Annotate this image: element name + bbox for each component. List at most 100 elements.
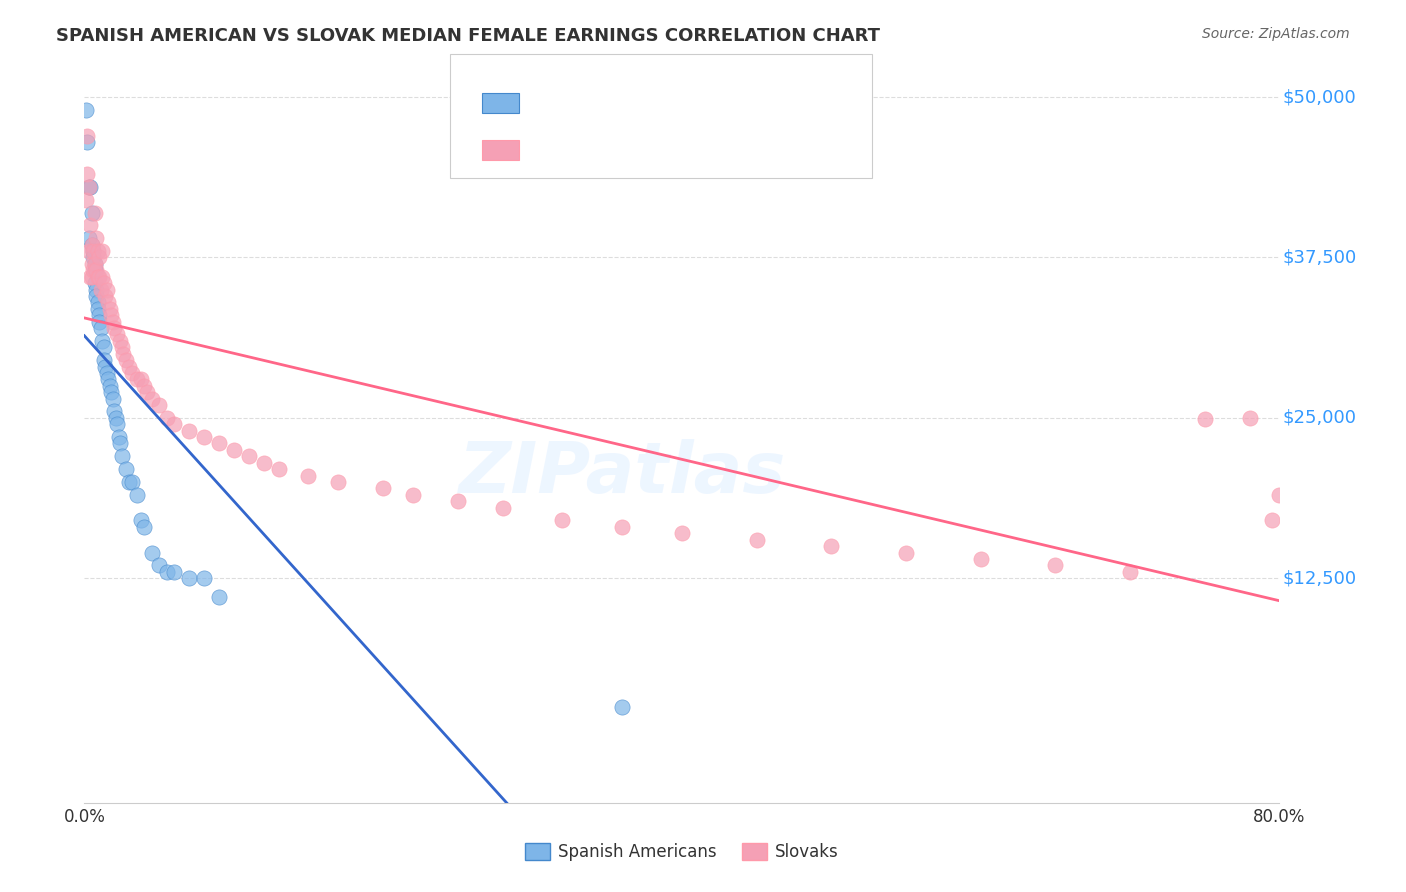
Point <box>110 334 132 348</box>
Point <box>75 193 97 207</box>
Point <box>155 410 177 425</box>
Point <box>118 475 141 489</box>
Point <box>111 450 134 464</box>
Point <box>103 321 125 335</box>
Point <box>253 456 276 470</box>
Point <box>77 244 100 258</box>
Point <box>551 514 574 528</box>
Point <box>87 269 110 284</box>
Point <box>163 417 186 432</box>
Text: R =: R = <box>527 141 564 159</box>
Point <box>94 359 117 374</box>
Point <box>610 520 633 534</box>
Text: -0.524: -0.524 <box>567 95 626 112</box>
Point <box>177 424 200 438</box>
Point <box>193 571 215 585</box>
Point <box>267 462 290 476</box>
Text: N =: N = <box>633 141 669 159</box>
Legend: Spanish Americans, Slovaks: Spanish Americans, Slovaks <box>519 836 845 868</box>
Text: SPANISH AMERICAN VS SLOVAK MEDIAN FEMALE EARNINGS CORRELATION CHART: SPANISH AMERICAN VS SLOVAK MEDIAN FEMALE… <box>56 27 880 45</box>
Point <box>94 289 117 303</box>
Point <box>193 430 215 444</box>
Point <box>77 179 100 194</box>
Point <box>90 321 112 335</box>
Point <box>610 699 633 714</box>
Point <box>93 340 115 354</box>
Point <box>89 308 111 322</box>
Point <box>222 442 245 457</box>
Text: $12,500: $12,500 <box>1282 569 1357 587</box>
Point <box>91 244 114 258</box>
Point <box>83 276 105 290</box>
Point <box>141 545 163 559</box>
Point <box>80 237 103 252</box>
Text: R =: R = <box>527 95 564 112</box>
Point <box>75 103 97 117</box>
Point <box>79 219 101 233</box>
Point <box>371 482 394 496</box>
Point <box>96 283 118 297</box>
Point <box>104 410 127 425</box>
Point <box>671 526 693 541</box>
Point <box>91 334 114 348</box>
Point <box>91 269 114 284</box>
Point <box>89 315 111 329</box>
Point <box>132 520 156 534</box>
Point <box>110 436 132 450</box>
Point <box>97 372 120 386</box>
Point <box>105 417 128 432</box>
Point <box>82 244 104 258</box>
Point <box>1045 558 1067 573</box>
Point <box>105 327 128 342</box>
Point <box>141 392 163 406</box>
Point <box>894 545 917 559</box>
Point <box>79 179 101 194</box>
Text: $37,500: $37,500 <box>1282 249 1357 267</box>
Point <box>96 366 118 380</box>
Text: $25,000: $25,000 <box>1282 409 1357 427</box>
Point <box>101 315 124 329</box>
Point <box>148 398 170 412</box>
Point <box>328 475 350 489</box>
Point <box>402 488 425 502</box>
Point <box>90 283 112 297</box>
Point <box>208 436 231 450</box>
Point <box>111 340 134 354</box>
Text: N =: N = <box>633 95 669 112</box>
Point <box>115 353 138 368</box>
Point <box>83 257 105 271</box>
Point <box>1194 412 1216 426</box>
Point <box>87 244 110 258</box>
Point <box>107 430 129 444</box>
Point <box>83 257 105 271</box>
Point <box>86 263 108 277</box>
Point <box>86 283 108 297</box>
Point <box>101 392 124 406</box>
Point <box>76 128 98 143</box>
Point <box>93 353 115 368</box>
Point <box>80 205 103 219</box>
Point <box>82 263 104 277</box>
Text: 48: 48 <box>665 95 688 112</box>
Point <box>492 500 515 515</box>
Point <box>93 276 115 290</box>
Point <box>129 514 152 528</box>
Point <box>820 539 842 553</box>
Point <box>129 372 152 386</box>
Point <box>76 135 98 149</box>
Point <box>80 269 103 284</box>
Point <box>98 301 121 316</box>
Point <box>136 385 159 400</box>
Point <box>118 359 141 374</box>
Point <box>80 237 103 252</box>
Point <box>83 205 105 219</box>
Point <box>77 179 100 194</box>
Point <box>82 244 104 258</box>
Point <box>76 167 98 181</box>
Point <box>89 251 111 265</box>
Point <box>121 366 143 380</box>
Point <box>238 450 260 464</box>
Text: $50,000: $50,000 <box>1282 88 1357 106</box>
Point <box>86 289 108 303</box>
Point <box>1119 565 1142 579</box>
